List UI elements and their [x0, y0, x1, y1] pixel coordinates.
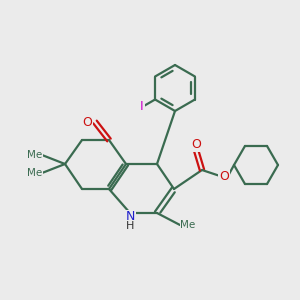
Text: Me: Me: [27, 150, 43, 160]
Text: H: H: [126, 221, 134, 231]
Text: O: O: [82, 116, 92, 128]
Text: N: N: [125, 211, 135, 224]
Text: I: I: [140, 100, 144, 112]
Text: Me: Me: [180, 220, 196, 230]
Text: Me: Me: [27, 168, 43, 178]
Text: O: O: [219, 169, 229, 182]
Text: O: O: [191, 137, 201, 151]
